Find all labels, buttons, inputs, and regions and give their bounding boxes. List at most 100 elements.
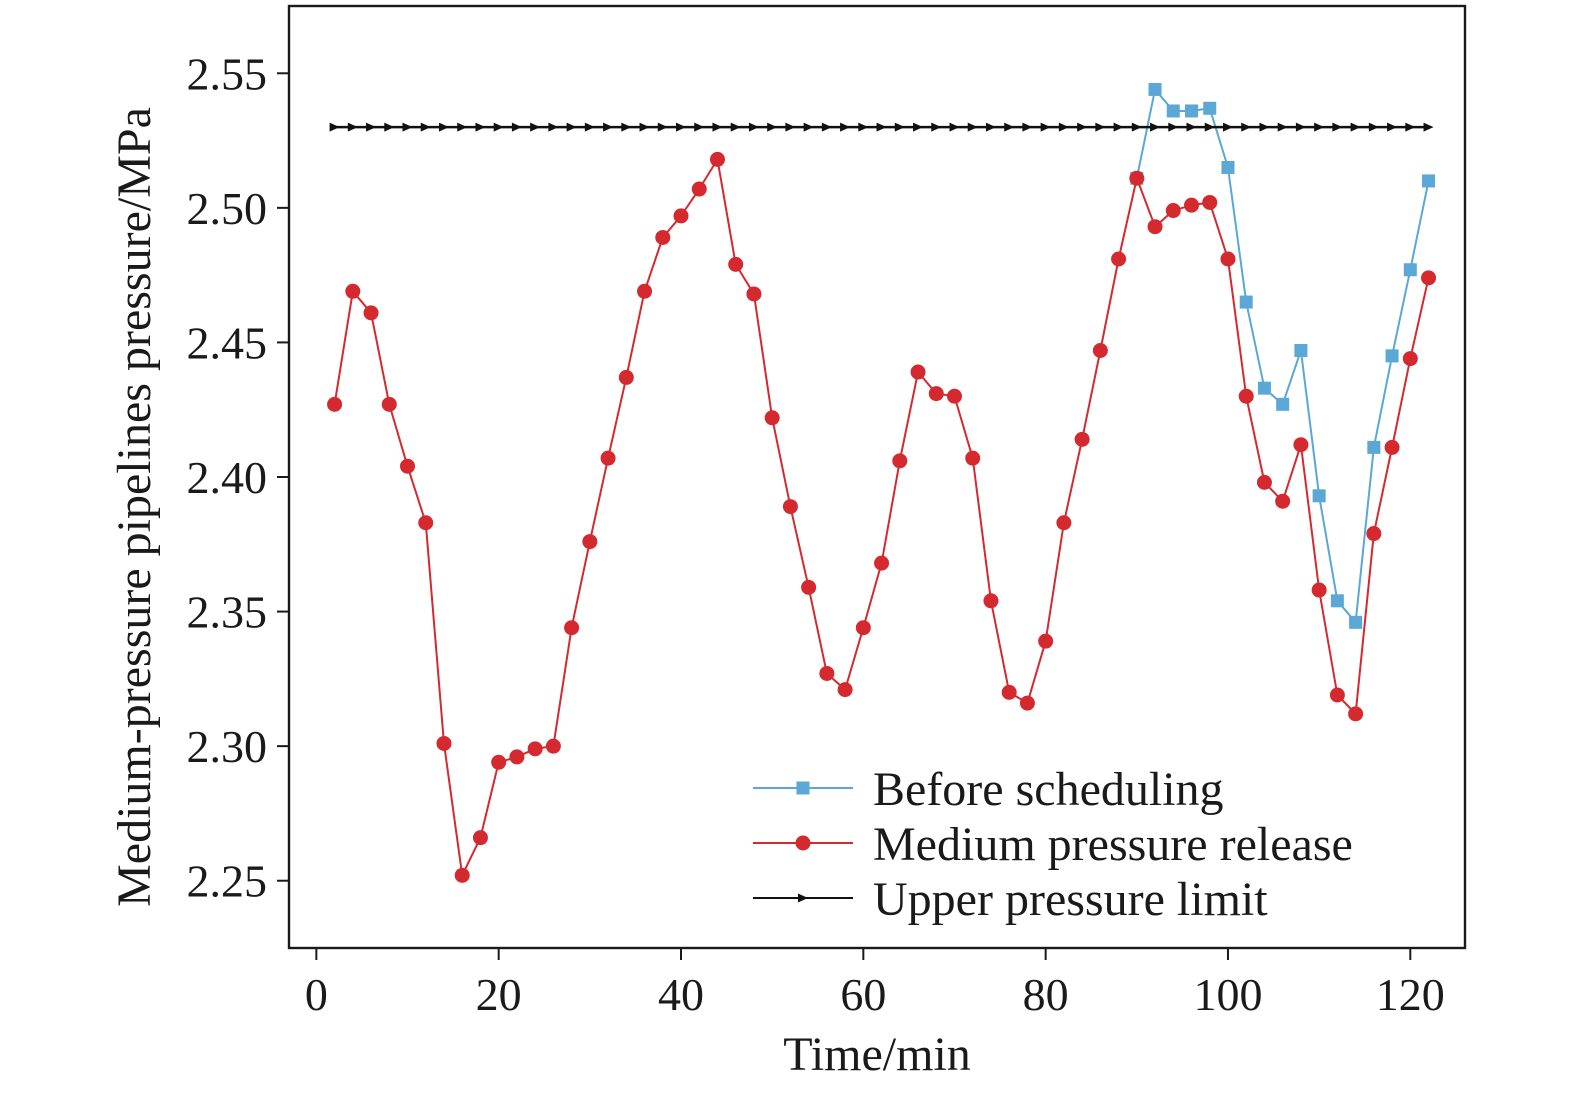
data-point	[840, 122, 851, 132]
data-point	[821, 122, 832, 132]
data-point	[527, 741, 543, 757]
data-point	[748, 122, 759, 132]
data-point	[967, 122, 978, 132]
legend-marker	[795, 835, 811, 851]
data-point	[1077, 122, 1088, 132]
data-point	[946, 388, 962, 404]
data-point	[931, 122, 942, 132]
data-point	[874, 555, 890, 571]
data-point	[472, 830, 488, 846]
data-point	[709, 151, 725, 167]
data-point	[637, 283, 653, 299]
data-point	[730, 122, 741, 132]
data-point	[657, 122, 668, 132]
data-point	[530, 122, 541, 132]
data-point	[673, 208, 689, 224]
x-tick-label: 80	[1023, 969, 1069, 1020]
series-2	[327, 151, 1437, 883]
data-point	[1332, 122, 1343, 132]
data-point	[327, 396, 343, 412]
data-point	[402, 122, 413, 132]
data-point	[621, 122, 632, 132]
x-axis-title: Time/min	[783, 1028, 971, 1081]
data-point	[855, 620, 871, 636]
data-point	[1294, 344, 1308, 358]
data-point	[785, 122, 796, 132]
data-point	[1349, 615, 1363, 629]
data-point	[1384, 439, 1400, 455]
y-axis-title: Medium-pressure pipelines pressure/MPa	[108, 107, 161, 907]
data-point	[603, 122, 614, 132]
data-point	[511, 122, 522, 132]
data-point	[564, 620, 580, 636]
x-tick-label: 40	[658, 969, 704, 1020]
data-point	[438, 122, 449, 132]
data-point	[1131, 122, 1142, 132]
data-point	[1001, 684, 1017, 700]
legend-marker	[796, 781, 810, 795]
series-layer	[327, 82, 1437, 883]
data-point	[363, 305, 379, 321]
data-point	[584, 122, 595, 132]
data-point	[1295, 122, 1306, 132]
data-point	[345, 283, 361, 299]
y-tick-label: 2.55	[187, 48, 268, 99]
data-point	[566, 122, 577, 132]
data-point	[1330, 594, 1344, 608]
data-point	[1403, 263, 1417, 277]
x-tick-label: 20	[476, 969, 522, 1020]
data-point	[1166, 104, 1180, 118]
data-point	[1022, 122, 1033, 132]
data-point	[1150, 122, 1161, 132]
data-point	[1350, 122, 1361, 132]
series-line	[1135, 88, 1430, 624]
data-point	[965, 450, 981, 466]
data-point	[913, 122, 924, 132]
legend-label: Upper pressure limit	[873, 873, 1268, 926]
data-point	[420, 122, 431, 132]
data-point	[691, 181, 707, 197]
data-point	[694, 122, 705, 132]
data-point	[676, 122, 686, 132]
data-point	[1422, 174, 1436, 188]
data-point	[1113, 122, 1124, 132]
data-point	[1074, 431, 1090, 447]
data-point	[1277, 122, 1288, 132]
data-point	[1204, 122, 1215, 132]
data-point	[600, 450, 616, 466]
x-tick-label: 0	[305, 969, 328, 1020]
data-point	[1366, 526, 1382, 542]
x-tick-label: 120	[1376, 969, 1445, 1020]
data-point	[381, 396, 397, 412]
data-point	[582, 534, 598, 550]
data-point	[493, 122, 504, 132]
data-point	[618, 369, 634, 385]
y-tick-label: 2.30	[187, 721, 268, 772]
data-point	[1111, 251, 1127, 267]
data-point	[876, 122, 887, 132]
data-point	[1092, 343, 1108, 359]
data-point	[329, 122, 340, 132]
data-point	[1168, 122, 1179, 132]
data-point	[837, 682, 853, 698]
y-tick-label: 2.35	[187, 587, 268, 638]
y-tick-label: 2.50	[187, 183, 268, 234]
data-point	[1019, 695, 1035, 711]
data-point	[1257, 381, 1271, 395]
legend-label: Medium pressure release	[873, 818, 1353, 871]
data-point	[1147, 219, 1163, 235]
data-point	[545, 738, 561, 754]
data-point	[1220, 251, 1236, 267]
ticks-layer: 0 20 40 60 80 100 120 2.25 2.30 2.35 2.40 2.45 2.50 2…	[187, 48, 1445, 1020]
data-point	[1203, 101, 1217, 115]
data-point	[1148, 82, 1162, 96]
data-point	[1387, 122, 1398, 132]
data-point	[928, 386, 944, 402]
data-point	[509, 749, 525, 765]
data-point	[1367, 440, 1381, 454]
data-point	[894, 122, 905, 132]
data-point	[548, 122, 559, 132]
data-point	[712, 122, 723, 132]
data-point	[1421, 270, 1437, 286]
